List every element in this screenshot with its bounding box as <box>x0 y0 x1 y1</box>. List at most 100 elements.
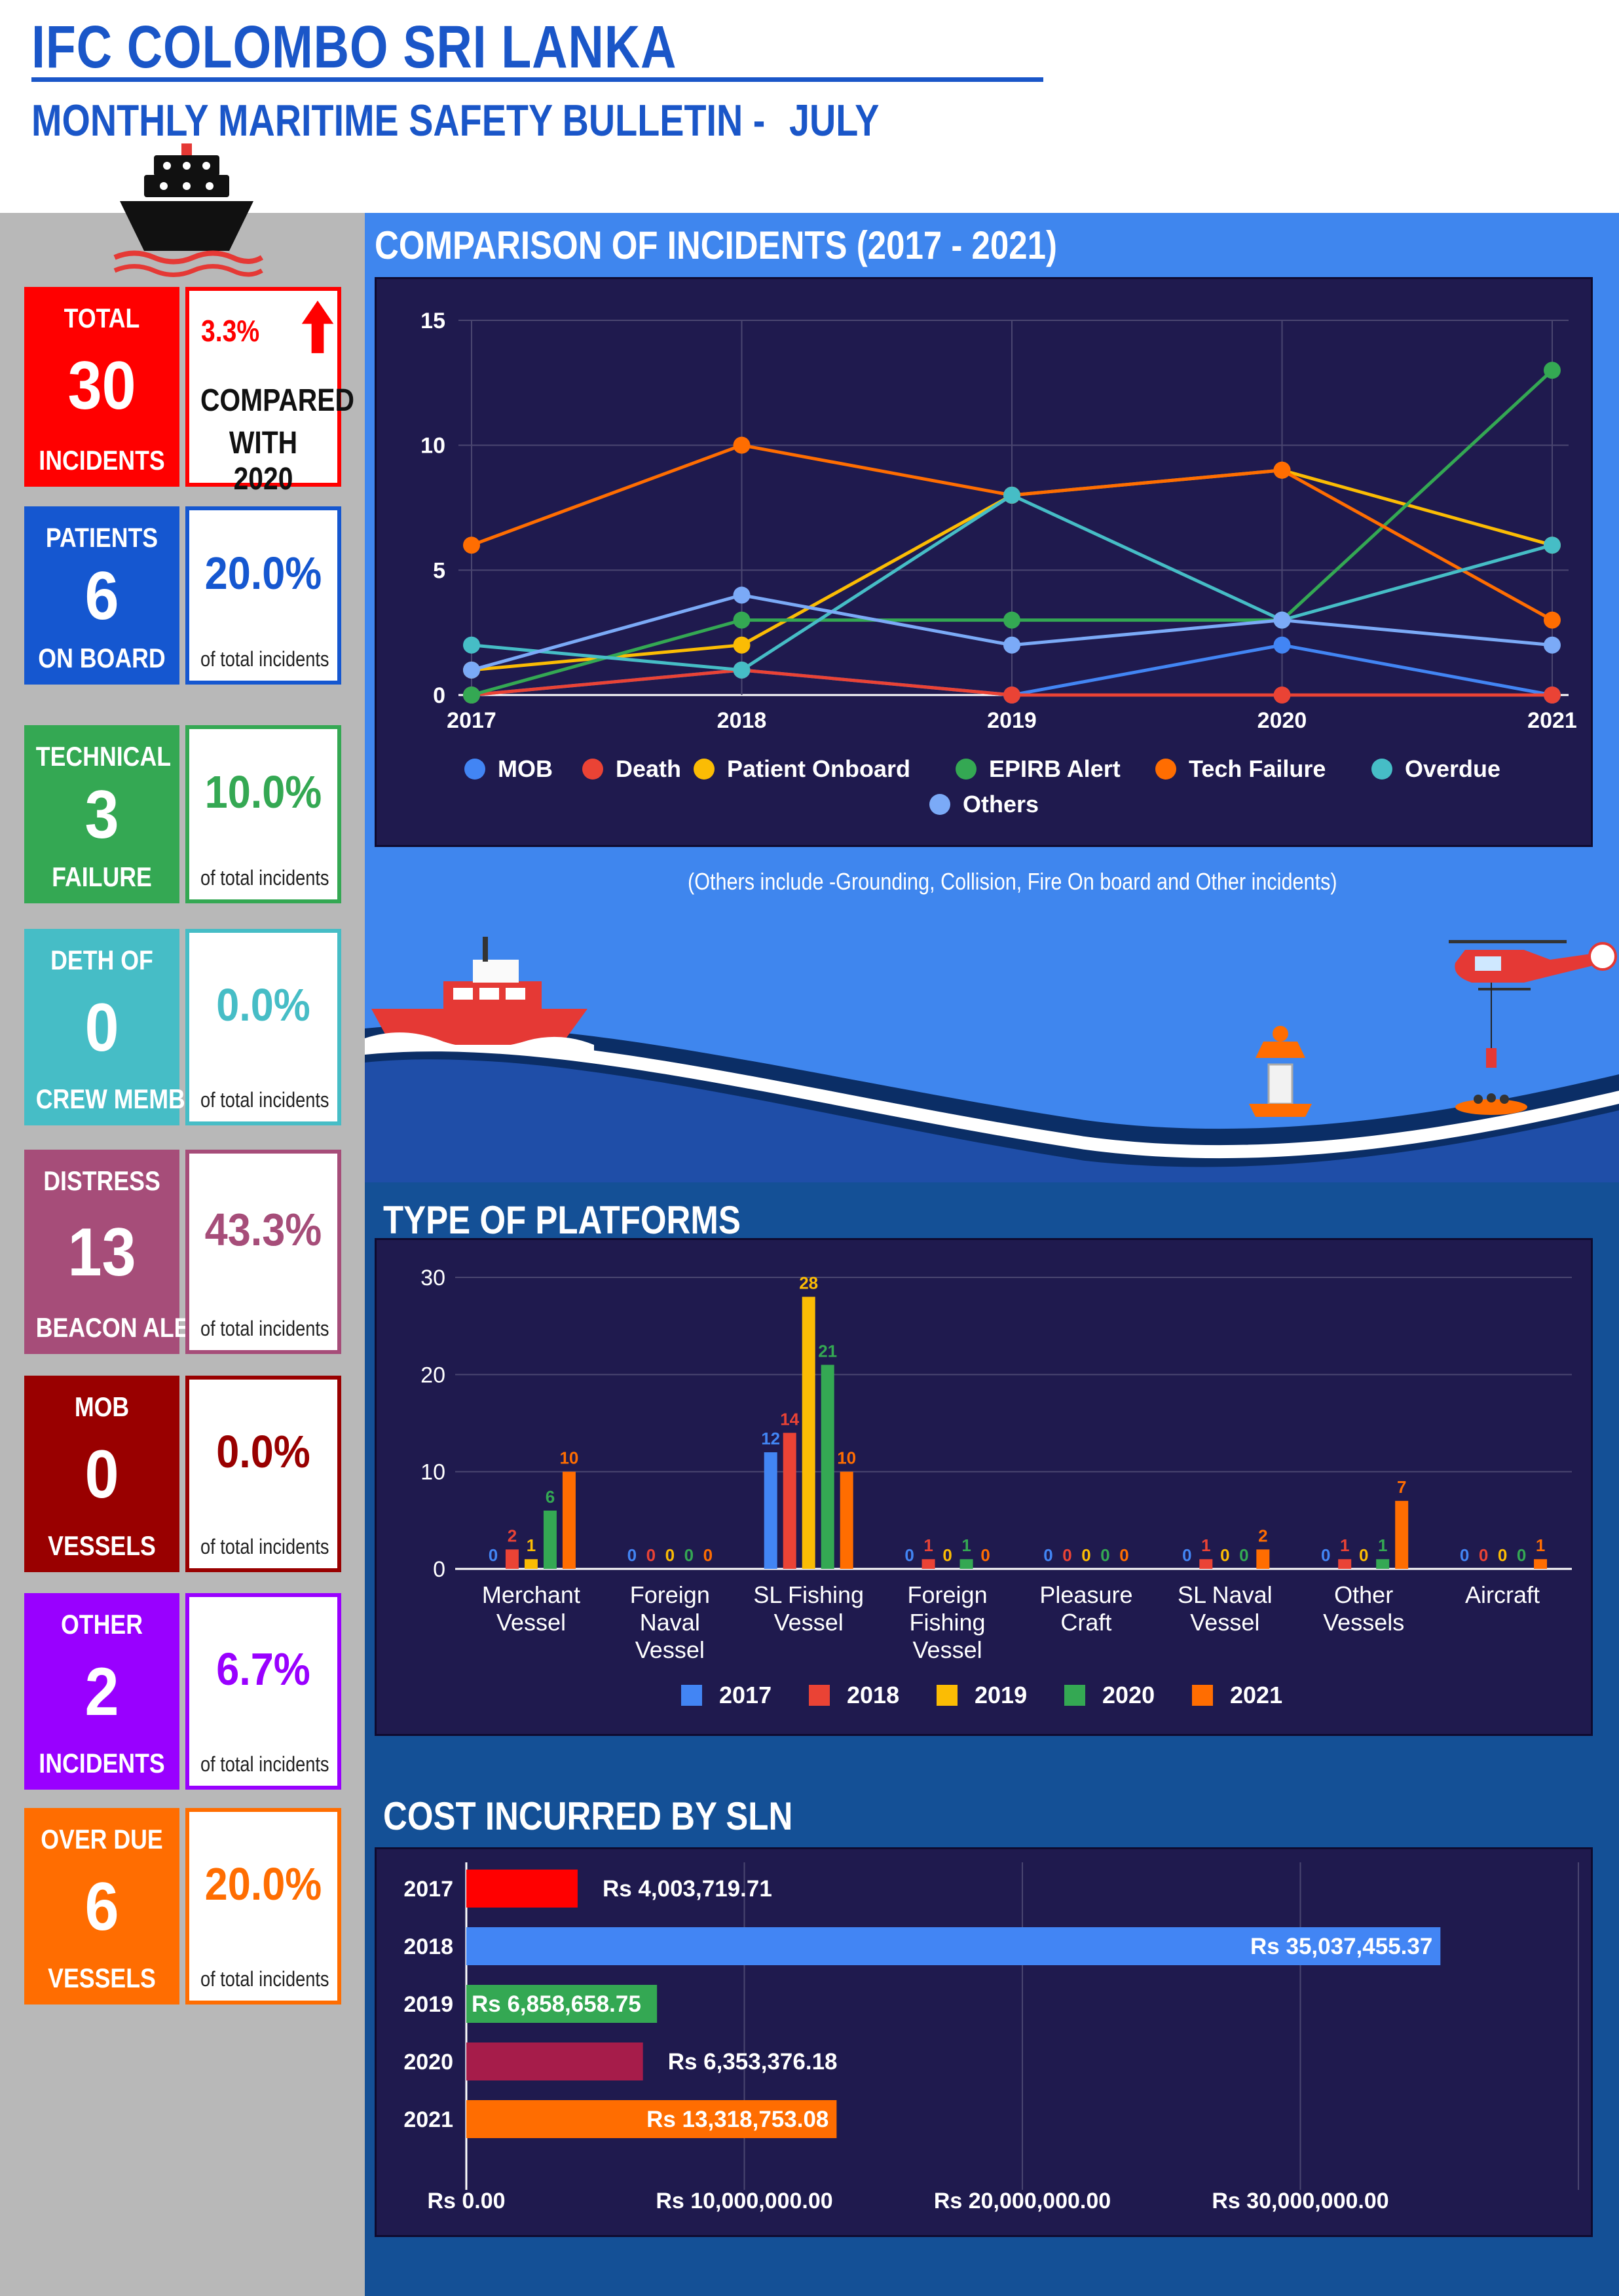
stat-value: 13 <box>67 1214 136 1290</box>
page-subtitle: MONTHLY MARITIME SAFETY BULLETIN - <box>31 96 766 145</box>
bar-value-label: 0 <box>942 1545 952 1565</box>
year-label: 2020 <box>403 2050 453 2075</box>
bar-value-label: 0 <box>1359 1545 1368 1565</box>
data-point <box>463 687 480 704</box>
stat-percent-card-5: 6.7% of total incidents <box>185 1593 341 1790</box>
category-label: Vessel <box>1190 1609 1259 1636</box>
bar-chart-title: TYPE OF PLATFORMS <box>383 1198 741 1242</box>
legend-marker <box>1064 1685 1085 1706</box>
bar-value-label: 10 <box>837 1448 856 1468</box>
legend-label: Death <box>616 755 681 782</box>
stat-value: 0 <box>84 1437 119 1513</box>
stat-caption: of total incidents <box>200 1317 329 1340</box>
stat-value: 6 <box>84 1869 119 1945</box>
bar-value-label: 0 <box>1498 1545 1507 1565</box>
boat-icon <box>365 937 594 1051</box>
bar-2020 <box>1376 1559 1390 1569</box>
stat-sublabel: VESSELS <box>48 1963 156 1993</box>
stat-percent: 20.0% <box>204 548 322 599</box>
legend-marker <box>681 1685 702 1706</box>
x-tick-label: 2017 <box>447 708 496 733</box>
data-point <box>1273 687 1291 704</box>
bar-2018 <box>505 1549 519 1569</box>
category-label: Naval <box>640 1609 700 1636</box>
bar-value-label: 2 <box>508 1526 517 1545</box>
bar-value-label: 1 <box>527 1535 536 1555</box>
stat-card-5: OTHER 2 INCIDENTS <box>24 1593 179 1790</box>
legend-label: Others <box>963 791 1039 818</box>
x-tick-label: 2021 <box>1527 708 1577 733</box>
data-point <box>1003 486 1020 504</box>
bar-2020 <box>821 1364 834 1569</box>
legend-marker <box>1155 759 1176 780</box>
data-point <box>463 661 480 679</box>
stat-caption: of total incidents <box>200 1752 329 1776</box>
category-label: Pleasure <box>1039 1581 1132 1608</box>
x-tick-label: 2019 <box>987 708 1037 733</box>
y-tick-label: 30 <box>420 1266 445 1290</box>
bar-value-label: 0 <box>904 1545 914 1565</box>
bar-2018 <box>783 1433 796 1569</box>
stat-percent: 0.0% <box>216 979 310 1030</box>
liferaft-icon <box>1455 1093 1527 1115</box>
bar-2021 <box>1534 1559 1548 1569</box>
bar-2018 <box>1338 1559 1352 1569</box>
data-point <box>733 611 751 629</box>
category-label: Vessel <box>635 1636 705 1663</box>
bar-value-label: 0 <box>1100 1545 1109 1565</box>
y-tick-label: 0 <box>433 683 445 708</box>
data-point <box>1003 687 1020 704</box>
stat-caption: of total incidents <box>200 647 329 671</box>
legend-marker <box>937 1685 958 1706</box>
x-tick-label: 2018 <box>717 708 767 733</box>
stat-value: 0 <box>84 990 119 1066</box>
stat-card-4: MOB 0 VESSELS <box>24 1376 179 1572</box>
bar-value-label: 2 <box>1258 1526 1267 1545</box>
data-point <box>1003 636 1020 654</box>
data-point <box>1544 611 1561 629</box>
bar-chart-panel: 0 10 20 30 0 2 1 6 10 Merchant Vessel 0 0 0 0 0 Foreign N… <box>375 1238 1593 1736</box>
cost-bar-2018 <box>466 1927 1441 1965</box>
stat-percent: 10.0% <box>204 766 322 818</box>
stat-percent-card-6: 20.0% of total incidents <box>185 1808 341 2004</box>
bulletin-month: JULY <box>789 96 880 145</box>
stat-label: PATIENTS <box>45 522 158 553</box>
bar-value-label: 28 <box>799 1273 818 1293</box>
legend-label: EPIRB Alert <box>989 755 1121 782</box>
cost-value-label: Rs 6,858,658.75 <box>472 1991 641 2017</box>
category-label: Foreign <box>908 1581 988 1608</box>
year-label: 2021 <box>403 2107 453 2132</box>
stat-caption: of total incidents <box>200 1535 329 1558</box>
bar-value-label: 1 <box>1378 1535 1387 1555</box>
bar-2021 <box>1256 1549 1270 1569</box>
category-label: Fishing <box>910 1609 986 1636</box>
data-point <box>733 636 751 654</box>
stat-card-0: PATIENTS 6 ON BOARD <box>24 506 179 685</box>
stat-sublabel: BEACON ALERT <box>35 1312 221 1343</box>
bar-value-label: 21 <box>818 1342 837 1361</box>
cost-bar-chart: 2017 Rs 4,003,719.71 2018 Rs 35,037,455.37 2… <box>403 1862 1579 2213</box>
stat-sublabel: FAILURE <box>52 861 152 892</box>
stat-caption: of total incidents <box>200 1088 329 1112</box>
bar-value-label: 0 <box>1043 1545 1052 1565</box>
bar-value-label: 14 <box>780 1409 799 1429</box>
bar-2021 <box>562 1471 576 1569</box>
x-tick-label: Rs 10,000,000.00 <box>656 2189 832 2213</box>
stat-label: DETH OF <box>50 945 153 975</box>
stat-label: OTHER <box>61 1609 143 1640</box>
legend-label: Overdue <box>1405 755 1500 782</box>
y-tick-label: 10 <box>420 1460 445 1485</box>
bar-value-label: 0 <box>1081 1545 1090 1565</box>
data-point <box>1003 611 1020 629</box>
bar-2021 <box>1395 1501 1409 1569</box>
bar-value-label: 0 <box>1182 1545 1191 1565</box>
data-point <box>1273 461 1291 479</box>
stat-percent-card-0: 20.0% of total incidents <box>185 506 341 685</box>
bar-value-label: 1 <box>961 1535 971 1555</box>
page-title: IFC COLOMBO SRI LANKA <box>31 14 677 81</box>
category-label: SL Fishing <box>753 1581 864 1608</box>
total-value: 30 <box>67 348 136 424</box>
arrow-up-icon <box>301 300 334 354</box>
x-tick-label: Rs 30,000,000.00 <box>1212 2189 1388 2213</box>
stat-label: DISTRESS <box>43 1165 160 1196</box>
